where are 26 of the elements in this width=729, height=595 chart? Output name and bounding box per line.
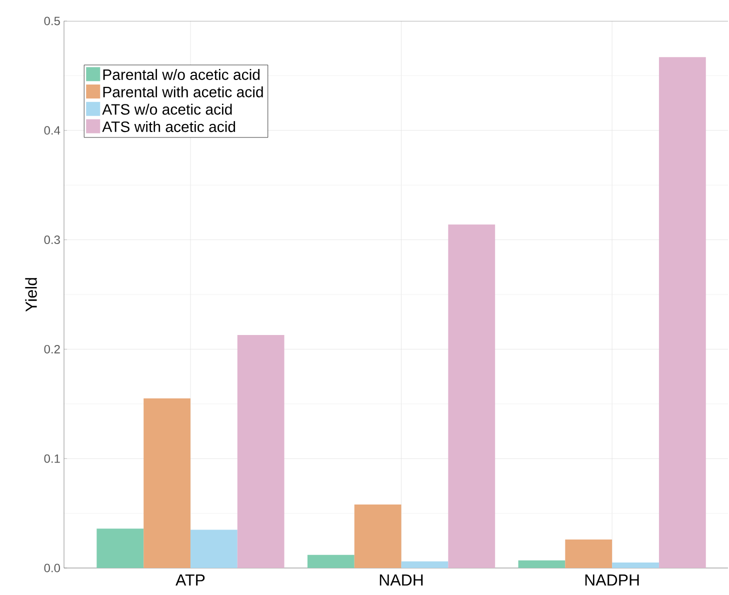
legend-label: Parental w/o acetic acid xyxy=(103,68,260,80)
bar xyxy=(307,554,354,568)
bar xyxy=(354,504,402,568)
y-tick-label: 0.3 xyxy=(44,236,60,244)
bar xyxy=(237,334,284,568)
x-tick-label: ATP xyxy=(176,574,205,586)
bar xyxy=(518,560,566,568)
bar xyxy=(401,561,448,568)
bar xyxy=(658,57,706,568)
x-tick-label: NADPH xyxy=(585,574,639,586)
legend-label: Parental with acetic acid xyxy=(103,86,263,98)
x-tick-label: NADH xyxy=(380,574,423,586)
bar xyxy=(565,540,612,568)
bar xyxy=(144,398,190,568)
y-axis-title: Yield xyxy=(25,278,37,312)
bar xyxy=(96,528,144,568)
y-tick-label: 0.0 xyxy=(44,564,60,572)
y-tick-label: 0.1 xyxy=(44,454,60,463)
y-tick-label: 0.2 xyxy=(44,344,60,354)
legend-label: ATS with acetic acid xyxy=(102,121,236,132)
bar xyxy=(190,530,238,568)
bar xyxy=(448,224,496,568)
y-tick-label: 0.5 xyxy=(44,16,60,26)
legend-label: ATS w/o acetic acid xyxy=(102,104,232,115)
y-tick-label: 0.4 xyxy=(44,126,60,135)
bar xyxy=(612,562,659,568)
